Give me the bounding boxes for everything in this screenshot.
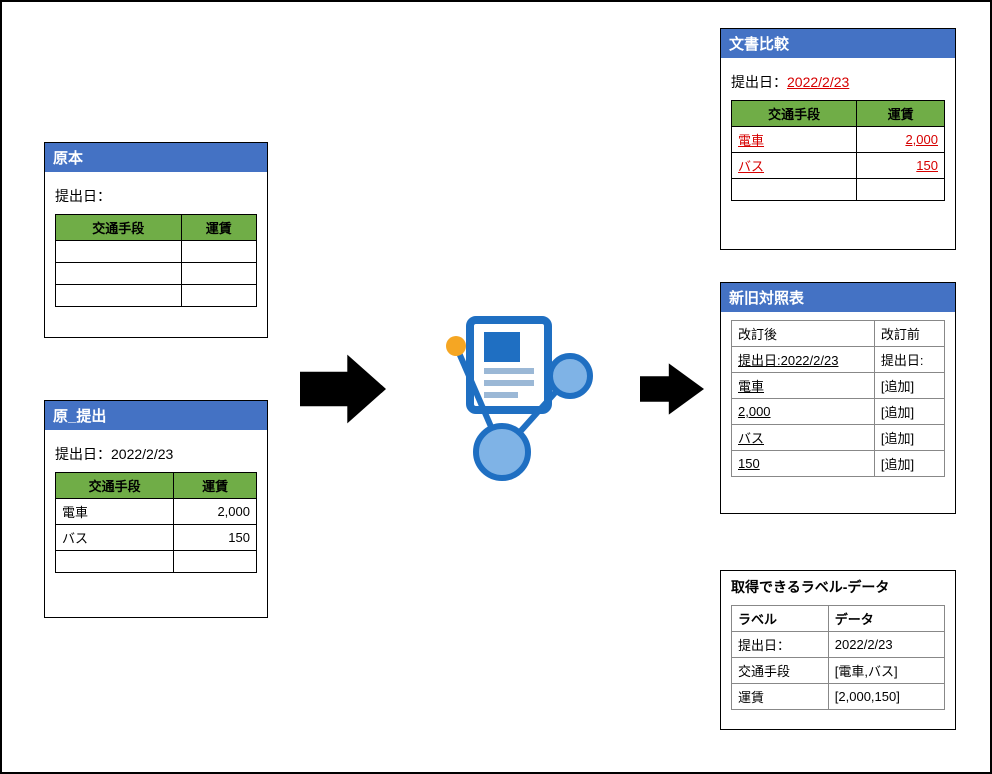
changed-cell: 電車	[738, 133, 764, 148]
arrow-right-icon	[640, 346, 704, 432]
col-label: ラベル	[732, 606, 829, 632]
col-header-fare: 運賃	[181, 215, 256, 241]
table-cell: 150	[857, 153, 945, 179]
table-cell	[56, 551, 174, 573]
col-after: 改訂後	[732, 321, 875, 347]
table-cell: 150	[174, 525, 257, 551]
table-cell	[857, 179, 945, 201]
table-cell	[181, 263, 256, 285]
table-cell: 150	[732, 451, 875, 477]
table-cell	[181, 241, 256, 263]
changed-cell: 2,000	[905, 132, 938, 147]
compare-sub-label: 提出日：2022/2/23	[731, 72, 945, 92]
panel-submitted: 原_提出 提出日：2022/2/23 交通手段 運賃 電車2,000 バス150	[44, 400, 268, 618]
changed-cell: バス	[738, 159, 764, 174]
panel-title-labels: 取得できるラベル-データ	[731, 577, 945, 597]
sub-label-value-changed: 2022/2/23	[787, 74, 849, 90]
col-header-transport: 交通手段	[56, 215, 182, 241]
table-cell: バス	[732, 153, 857, 179]
table-cell: 2,000	[174, 499, 257, 525]
panel-labels: 取得できるラベル-データ ラベル データ 提出日：2022/2/23 交通手段[…	[720, 570, 956, 730]
table-cell	[732, 179, 857, 201]
table-cell: 交通手段	[732, 658, 829, 684]
table-cell: [追加]	[874, 451, 944, 477]
sub-label-prefix: 提出日：	[731, 74, 787, 90]
table-cell	[174, 551, 257, 573]
panel-header-submitted: 原_提出	[45, 401, 267, 430]
table-cell: [2,000,150]	[828, 684, 944, 710]
submitted-sub-label: 提出日：2022/2/23	[55, 444, 257, 464]
table-cell: 2,000	[857, 127, 945, 153]
table-cell: [電車,バス]	[828, 658, 944, 684]
table-cell: 提出日：	[732, 632, 829, 658]
col-header-fare: 運賃	[857, 101, 945, 127]
submitted-table: 交通手段 運賃 電車2,000 バス150	[55, 472, 257, 573]
table-cell: [追加]	[874, 399, 944, 425]
original-sub-label: 提出日：	[55, 186, 257, 206]
contrast-table: 改訂後 改訂前 提出日:2022/2/23提出日: 電車[追加] 2,000[追…	[731, 320, 945, 477]
diagram-canvas: 原本 提出日： 交通手段 運賃 原_提出 提出日：2022/2/23 交通手	[0, 0, 992, 774]
panel-header-contrast: 新旧対照表	[721, 283, 955, 312]
table-cell: 電車	[732, 373, 875, 399]
sub-label-value: 2022/2/23	[111, 446, 173, 462]
table-cell	[56, 241, 182, 263]
col-header-transport: 交通手段	[732, 101, 857, 127]
panel-header-original: 原本	[45, 143, 267, 172]
original-table: 交通手段 運賃	[55, 214, 257, 307]
labels-table: ラベル データ 提出日：2022/2/23 交通手段[電車,バス] 運賃[2,0…	[731, 605, 945, 710]
table-cell: バス	[56, 525, 174, 551]
table-cell	[181, 285, 256, 307]
table-cell: [追加]	[874, 373, 944, 399]
col-data: データ	[828, 606, 944, 632]
col-header-transport: 交通手段	[56, 473, 174, 499]
col-before: 改訂前	[874, 321, 944, 347]
table-cell	[56, 285, 182, 307]
panel-contrast: 新旧対照表 改訂後 改訂前 提出日:2022/2/23提出日: 電車[追加] 2…	[720, 282, 956, 514]
table-cell: 提出日:	[874, 347, 944, 373]
panel-compare: 文書比較 提出日：2022/2/23 交通手段 運賃 電車 2,000 バス 1…	[720, 28, 956, 250]
table-cell: 電車	[732, 127, 857, 153]
table-cell: 運賃	[732, 684, 829, 710]
changed-cell: 150	[916, 158, 938, 173]
table-cell: 2,000	[732, 399, 875, 425]
sub-label-prefix: 提出日：	[55, 446, 111, 462]
table-cell: [追加]	[874, 425, 944, 451]
panel-header-compare: 文書比較	[721, 29, 955, 58]
panel-original: 原本 提出日： 交通手段 運賃	[44, 142, 268, 338]
table-cell: バス	[732, 425, 875, 451]
process-logo-icon	[402, 302, 602, 487]
table-cell: 提出日:2022/2/23	[732, 347, 875, 373]
compare-table: 交通手段 運賃 電車 2,000 バス 150	[731, 100, 945, 201]
table-cell: 電車	[56, 499, 174, 525]
col-header-fare: 運賃	[174, 473, 257, 499]
arrow-left-icon	[298, 346, 388, 432]
table-cell: 2022/2/23	[828, 632, 944, 658]
table-cell	[56, 263, 182, 285]
